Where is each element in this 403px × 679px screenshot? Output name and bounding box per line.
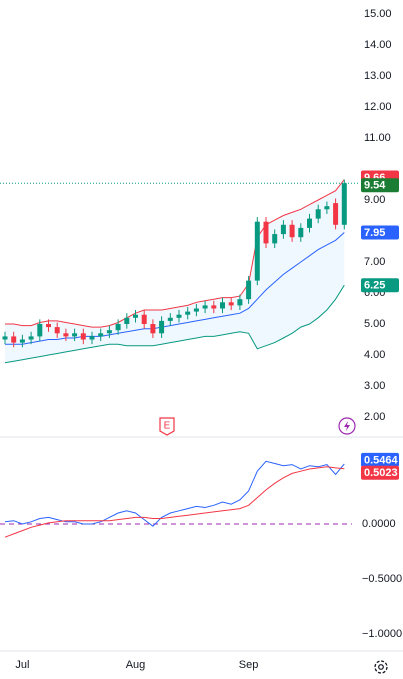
candle-body (72, 333, 78, 337)
y-tick-label: 15.00 (364, 8, 392, 20)
y-tick-label: 0.0000 (362, 518, 396, 530)
candle-body (280, 224, 286, 235)
candle-body (54, 327, 60, 334)
candle-body (124, 317, 130, 325)
candle-body (254, 221, 260, 281)
band-fill (5, 179, 345, 363)
candle-body (193, 308, 199, 312)
candle-body (220, 302, 225, 309)
candle-body (80, 333, 86, 340)
value-label: 0.5464 (364, 454, 399, 466)
candle-body (159, 320, 165, 334)
value-label-box (361, 452, 399, 467)
candle-body (228, 302, 234, 306)
candle-body (167, 317, 173, 321)
candle-body (19, 339, 25, 343)
y-tick-label: 7.00 (364, 256, 385, 268)
candle-body (289, 224, 295, 238)
value-label: 9.54 (364, 180, 386, 192)
candle-body (63, 333, 69, 337)
candle-body (46, 324, 51, 328)
series-line (5, 179, 345, 328)
candle-body (246, 280, 252, 300)
candle-body (298, 227, 304, 238)
y-tick-label: 5.00 (364, 318, 385, 330)
settings-icon[interactable] (374, 660, 388, 674)
candle-body (98, 333, 104, 337)
candle-body (185, 311, 191, 315)
earnings-marker[interactable]: E (159, 417, 175, 436)
y-tick-label: 11.00 (364, 132, 391, 144)
candle-body (150, 324, 156, 334)
earnings-marker-label: E (164, 421, 171, 432)
candle-body (115, 324, 121, 331)
event-marker[interactable] (338, 417, 356, 435)
candle-body (211, 305, 217, 309)
candle-body (307, 218, 312, 228)
x-tick-label: Sep (239, 659, 259, 671)
candle-body (37, 324, 43, 337)
value-label-box (361, 278, 399, 293)
candle-body (176, 314, 182, 318)
candle-body (333, 203, 339, 225)
candle-body (341, 183, 347, 225)
candle-body (315, 209, 321, 219)
candle-body (89, 336, 95, 340)
candle-body (2, 336, 8, 340)
candle-body (237, 299, 243, 306)
x-tick-label: Jul (15, 659, 29, 671)
event-marker-icon (344, 421, 350, 431)
candle-body (106, 330, 112, 334)
series-line (4, 460, 345, 527)
candle-body (141, 314, 147, 325)
candle-body (202, 305, 208, 309)
y-tick-label: −0.5000 (362, 573, 402, 585)
series-line (5, 232, 345, 345)
y-tick-label: 2.00 (364, 411, 385, 423)
candle-body (133, 314, 138, 318)
value-label: 0.5023 (364, 467, 398, 479)
y-tick-label: 12.00 (364, 101, 392, 113)
earnings-marker-shape (159, 417, 175, 436)
y-tick-label: 13.00 (364, 70, 392, 82)
candle-body (324, 206, 330, 210)
value-label-box (361, 465, 399, 480)
y-tick-label: 3.00 (364, 380, 385, 392)
candle-body (11, 336, 17, 343)
candle-body (263, 221, 269, 244)
y-tick-label: 9.00 (364, 194, 385, 206)
value-label-box (361, 178, 399, 193)
y-tick-label: 14.00 (364, 39, 392, 51)
series-line (4, 466, 345, 538)
series-line (4, 284, 345, 364)
candle-body (28, 336, 34, 340)
value-label-box (361, 225, 399, 240)
x-tick-label: Aug (126, 659, 146, 671)
value-label: 7.95 (364, 227, 385, 239)
candle-body (272, 234, 278, 244)
y-tick-label: 4.00 (364, 349, 385, 361)
value-label: 6.25 (364, 280, 385, 292)
y-tick-label: −1.0000 (362, 628, 402, 640)
